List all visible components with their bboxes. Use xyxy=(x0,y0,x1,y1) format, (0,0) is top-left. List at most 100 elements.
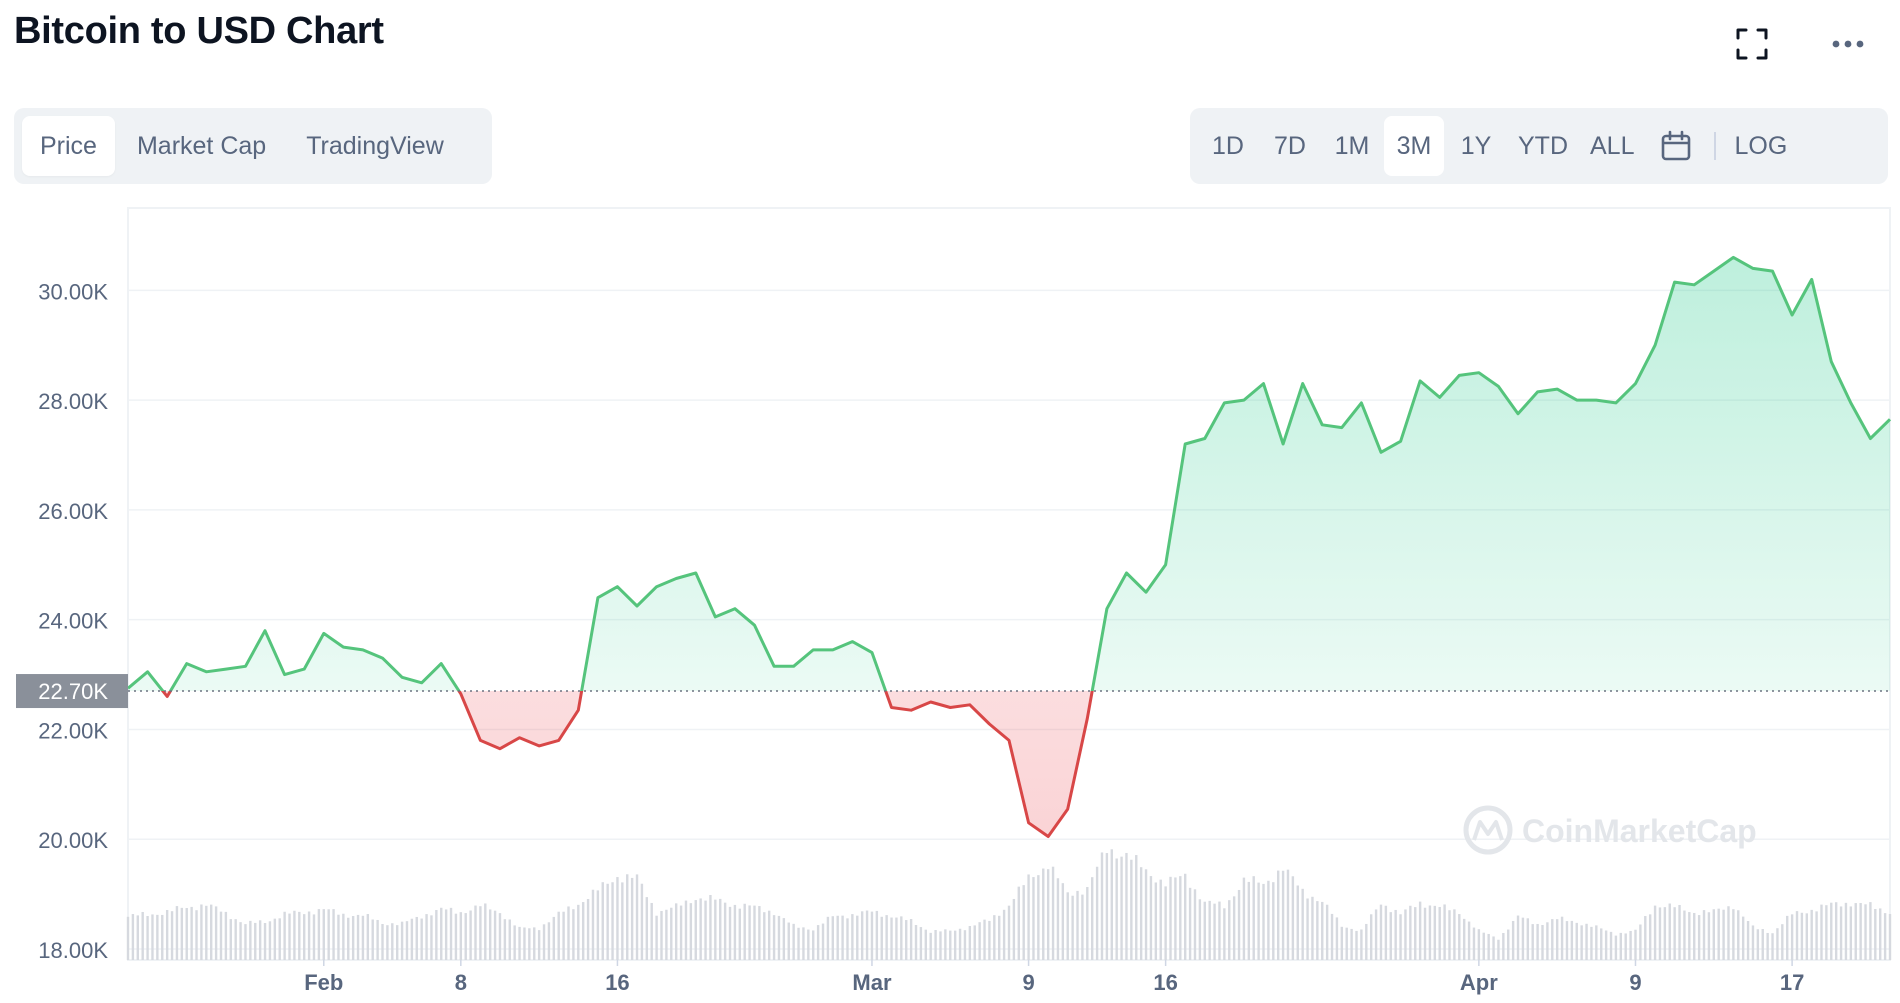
volume-bar xyxy=(1595,925,1598,960)
volume-bar xyxy=(449,907,453,960)
volume-bar xyxy=(1149,876,1153,960)
x-tick-label: Apr xyxy=(1460,970,1498,995)
volume-bar xyxy=(1365,923,1368,960)
volume-bar xyxy=(1046,869,1050,960)
volume-bar xyxy=(425,914,428,960)
volume-bar xyxy=(885,915,888,960)
volume-bar xyxy=(577,904,580,960)
volume-bar xyxy=(1477,929,1481,960)
volume-bar xyxy=(258,920,262,960)
tab-price[interactable]: Price xyxy=(22,116,115,176)
price-chart[interactable]: 22.70K 18.00K 20.00K 22.00K 24.00K 26.00K 28.… xyxy=(0,200,1900,998)
volume-bar xyxy=(689,903,693,960)
x-tick-label: 16 xyxy=(1153,970,1177,995)
volume-bar xyxy=(454,913,458,960)
volume-bar xyxy=(944,929,947,960)
range-all[interactable]: ALL xyxy=(1590,131,1635,160)
volume-bar xyxy=(621,882,624,960)
volume-bar xyxy=(351,916,355,960)
range-7d[interactable]: 7D xyxy=(1274,131,1306,160)
log-toggle[interactable]: LOG xyxy=(1734,131,1788,160)
calendar-icon[interactable] xyxy=(1646,116,1706,176)
volume-bar xyxy=(787,922,790,960)
x-tick-label: 9 xyxy=(1022,970,1034,995)
volume-bar xyxy=(993,915,996,960)
volume-bar xyxy=(1291,876,1295,960)
volume-bar xyxy=(1678,904,1681,960)
volume-bar xyxy=(1012,898,1016,960)
volume-bar xyxy=(488,909,492,960)
volume-bar xyxy=(650,902,653,960)
volume-bar xyxy=(547,922,551,960)
volume-bar xyxy=(1741,916,1745,960)
ellipsis-icon[interactable] xyxy=(1822,18,1874,70)
volume-bar xyxy=(763,912,766,960)
volume-bar xyxy=(1472,927,1476,960)
volume-bar xyxy=(670,907,673,960)
volume-bar xyxy=(1389,912,1392,960)
volume-bar xyxy=(660,910,663,960)
volume-bar xyxy=(1707,912,1711,960)
volume-bar xyxy=(1409,905,1412,960)
volume-bar xyxy=(963,930,967,960)
volume-bar xyxy=(126,916,130,960)
range-1m[interactable]: 1M xyxy=(1334,131,1370,160)
volume-bar xyxy=(1418,901,1422,960)
volume-bar xyxy=(1311,896,1314,960)
range-ytd[interactable]: YTD xyxy=(1518,131,1568,160)
page-title: Bitcoin to USD Chart xyxy=(14,10,384,52)
volume-bar xyxy=(1061,883,1065,960)
range-1y[interactable]: 1Y xyxy=(1460,131,1492,160)
volume-bar xyxy=(342,913,345,960)
volume-bar xyxy=(880,916,883,960)
volume-bar xyxy=(1286,869,1290,960)
range-3m[interactable]: 3M xyxy=(1384,116,1444,176)
volume-bar xyxy=(1585,923,1588,960)
volume-bar xyxy=(1560,916,1564,960)
volume-bar xyxy=(1154,882,1158,960)
volume-bar xyxy=(1600,928,1603,960)
volume-bar xyxy=(542,924,546,960)
volume-bar xyxy=(1438,906,1441,960)
price-line-up xyxy=(127,255,1892,692)
volume-bar xyxy=(1071,895,1074,960)
volume-bar xyxy=(263,923,267,960)
volume-bar xyxy=(909,919,913,960)
volume-bar xyxy=(1536,923,1539,960)
area-below-reference xyxy=(162,691,1093,837)
volume-bar xyxy=(1746,920,1750,960)
volume-bar xyxy=(175,906,179,960)
volume-bar xyxy=(949,930,952,960)
volume-bar xyxy=(870,911,874,960)
volume-bar xyxy=(1541,925,1544,960)
volume-bar xyxy=(1174,877,1177,960)
volume-bar xyxy=(1369,914,1373,960)
expand-icon[interactable] xyxy=(1726,18,1778,70)
volume-bar xyxy=(283,911,286,960)
volume-bar xyxy=(616,877,619,960)
volume-bar xyxy=(1702,910,1706,960)
volume-bar xyxy=(1306,898,1309,960)
volume-bar xyxy=(1839,906,1843,960)
range-1d[interactable]: 1D xyxy=(1212,131,1244,160)
volume-bar xyxy=(1017,886,1020,960)
tab-market-cap[interactable]: Market Cap xyxy=(136,131,267,160)
volume-bar xyxy=(1786,915,1789,960)
volume-bar xyxy=(998,915,1001,960)
volume-bar xyxy=(1521,917,1525,960)
volume-bar xyxy=(469,910,472,960)
volume-bar xyxy=(1428,905,1432,960)
tab-tradingview[interactable]: TradingView xyxy=(306,131,444,160)
volume-bar xyxy=(1281,870,1285,960)
volume-bar xyxy=(1663,907,1667,960)
volume-bar xyxy=(440,907,443,960)
volume-bar xyxy=(1590,926,1593,960)
volume-bar xyxy=(606,883,609,960)
volume-bar xyxy=(1869,902,1872,960)
volume-bar xyxy=(1712,909,1715,960)
volume-bar xyxy=(1335,917,1339,960)
volume-bar xyxy=(611,882,614,960)
volume-bar xyxy=(1511,920,1515,960)
volume-bar xyxy=(865,910,869,960)
volume-bar xyxy=(479,906,482,960)
